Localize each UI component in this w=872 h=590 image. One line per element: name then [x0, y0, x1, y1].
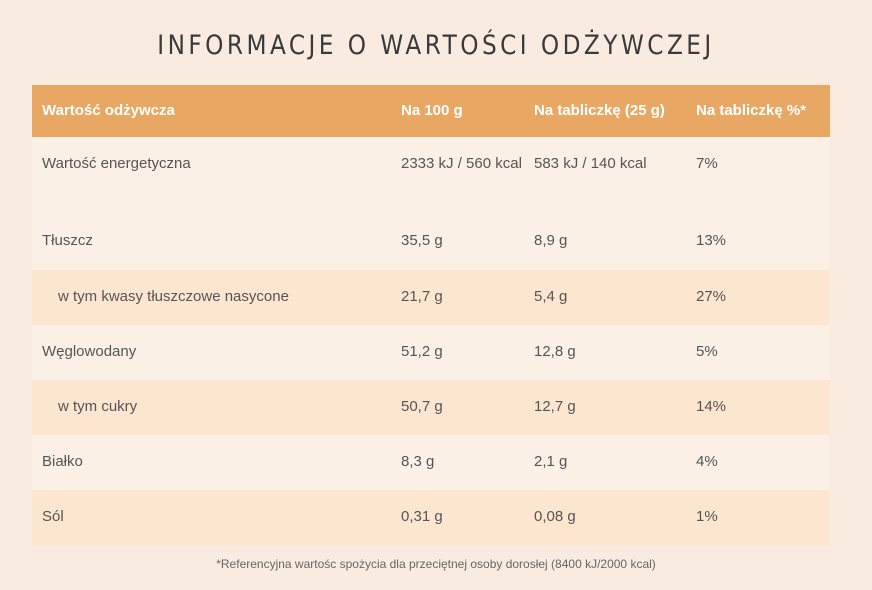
value-percent: 1%: [696, 508, 718, 525]
header-per-bar-percent: Na tabliczkę %*: [696, 102, 807, 119]
nutrient-name: Węglowodany: [42, 343, 137, 360]
value-per-100g: 0,31 g: [401, 508, 443, 525]
value-per-bar: 5,4 g: [534, 288, 568, 305]
value-per-100g: 8,3 g: [401, 453, 435, 470]
table-row: Węglowodany 51,2 g 12,8 g 5%: [32, 325, 830, 380]
header-per-bar: Na tabliczkę (25 g): [534, 102, 665, 119]
nutrition-table: Wartość odżywcza Na 100 g Na tabliczkę (…: [32, 85, 830, 545]
table-row: Białko 8,3 g 2,1 g 4%: [32, 435, 830, 490]
value-per-100g: 35,5 g: [401, 232, 443, 249]
value-per-bar: 0,08 g: [534, 508, 576, 525]
value-percent: 13%: [696, 232, 727, 249]
nutrient-name: w tym kwasy tłuszczowe nasycone: [58, 288, 289, 305]
page-title: INFORMACJE O WARTOŚCI ODŻYWCZEJ: [157, 30, 715, 61]
value-percent: 14%: [696, 398, 727, 415]
value-per-100g: 50,7 g: [401, 398, 443, 415]
table-row: Sól 0,31 g 0,08 g 1%: [32, 490, 830, 545]
value-percent: 4%: [696, 453, 718, 470]
footnote: *Referencyjna wartośc spożycia dla przec…: [216, 557, 656, 571]
nutrient-name: Białko: [42, 453, 83, 470]
value-per-bar: 12,7 g: [534, 398, 576, 415]
table-row: Wartość energetyczna 2333 kJ / 560 kcal …: [32, 137, 830, 214]
nutrient-name: Tłuszcz: [42, 232, 93, 249]
header-per-100g: Na 100 g: [401, 102, 463, 119]
value-per-bar: 2,1 g: [534, 453, 568, 470]
value-per-bar: 8,9 g: [534, 232, 568, 249]
table-row: Tłuszcz 35,5 g 8,9 g 13%: [32, 214, 830, 270]
value-per-100g: 51,2 g: [401, 343, 443, 360]
nutrient-name: Sól: [42, 508, 64, 525]
nutrient-name: Wartość energetyczna: [42, 155, 191, 172]
header-nutrient: Wartość odżywcza: [42, 102, 175, 119]
value-per-100g: 21,7 g: [401, 288, 443, 305]
value-per-100g: 2333 kJ / 560 kcal: [401, 155, 522, 172]
value-percent: 27%: [696, 288, 727, 305]
value-per-bar: 12,8 g: [534, 343, 576, 360]
table-row: w tym cukry 50,7 g 12,7 g 14%: [32, 380, 830, 435]
value-percent: 7%: [696, 155, 718, 172]
table-header-row: Wartość odżywcza Na 100 g Na tabliczkę (…: [32, 85, 830, 137]
value-percent: 5%: [696, 343, 718, 360]
table-row: w tym kwasy tłuszczowe nasycone 21,7 g 5…: [32, 270, 830, 325]
value-per-bar: 583 kJ / 140 kcal: [534, 155, 647, 172]
nutrient-name: w tym cukry: [58, 398, 138, 415]
